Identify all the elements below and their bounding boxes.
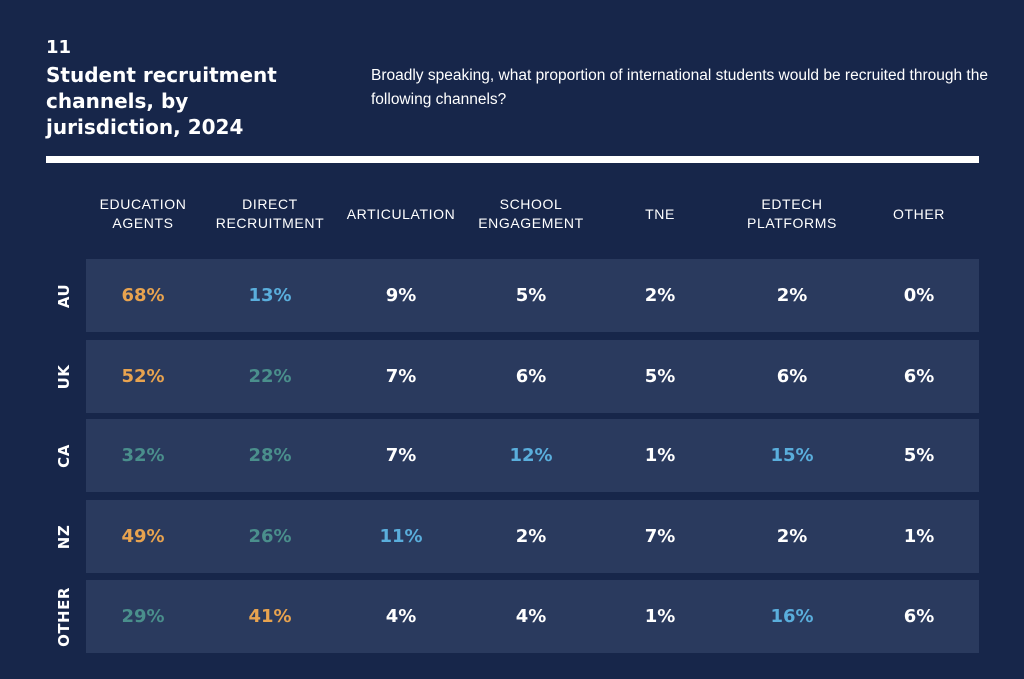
table-cell: 41% [248, 606, 292, 627]
table-cell: 7% [385, 445, 417, 466]
column-header: EDUCATION AGENTS [99, 196, 187, 231]
header-divider [46, 156, 979, 163]
table-cell: 6% [903, 366, 935, 387]
column-header: EDTECH PLATFORMS [747, 196, 837, 231]
column-header: OTHER [893, 205, 945, 222]
column-header: TNE [645, 205, 675, 222]
table-cell: 9% [385, 285, 417, 306]
table-cell: 32% [121, 445, 165, 466]
table-cell: 28% [248, 445, 292, 466]
table-cell: 29% [121, 606, 165, 627]
row-label-text: CA [55, 443, 73, 468]
chart-title: Student recruitment channels, by jurisdi… [46, 63, 277, 139]
table-cell: 12% [509, 445, 553, 466]
table-cell: 15% [770, 445, 814, 466]
table-cell: 6% [776, 366, 808, 387]
row-label-text: UK [55, 364, 73, 389]
row-label-text: OTHER [55, 586, 73, 647]
table-cell: 49% [121, 526, 165, 547]
table-cell: 1% [903, 526, 935, 547]
table-cell: 1% [644, 445, 676, 466]
table-cell: 52% [121, 366, 165, 387]
column-header: ARTICULATION [346, 205, 456, 222]
table-cell: 0% [903, 285, 935, 306]
row-label-text: NZ [55, 524, 73, 549]
table-cell: 5% [515, 285, 547, 306]
table-cell: 4% [515, 606, 547, 627]
row-label-text: AU [55, 283, 73, 308]
figure-number: 11 [46, 37, 72, 58]
table-cell: 7% [385, 366, 417, 387]
table-row [86, 500, 979, 573]
table-cell: 16% [770, 606, 814, 627]
table-cell: 6% [903, 606, 935, 627]
table-cell: 4% [385, 606, 417, 627]
table-row [86, 580, 979, 653]
table-cell: 5% [644, 366, 676, 387]
table-row [86, 259, 979, 332]
table-cell: 6% [515, 366, 547, 387]
table-cell: 1% [644, 606, 676, 627]
table-cell: 7% [644, 526, 676, 547]
table-cell: 2% [776, 526, 808, 547]
table-cell: 13% [248, 285, 292, 306]
table-cell: 68% [121, 285, 165, 306]
table-cell: 22% [248, 366, 292, 387]
column-header: DIRECT RECRUITMENT [215, 196, 325, 231]
table-cell: 26% [248, 526, 292, 547]
table-cell: 2% [776, 285, 808, 306]
table-cell: 2% [515, 526, 547, 547]
survey-question: Broadly speaking, what proportion of int… [371, 67, 988, 108]
table-cell: 2% [644, 285, 676, 306]
column-header: SCHOOL ENGAGEMENT [478, 196, 584, 231]
table-row [86, 340, 979, 413]
table-cell: 5% [903, 445, 935, 466]
table-cell: 11% [379, 526, 423, 547]
table-row [86, 419, 979, 492]
